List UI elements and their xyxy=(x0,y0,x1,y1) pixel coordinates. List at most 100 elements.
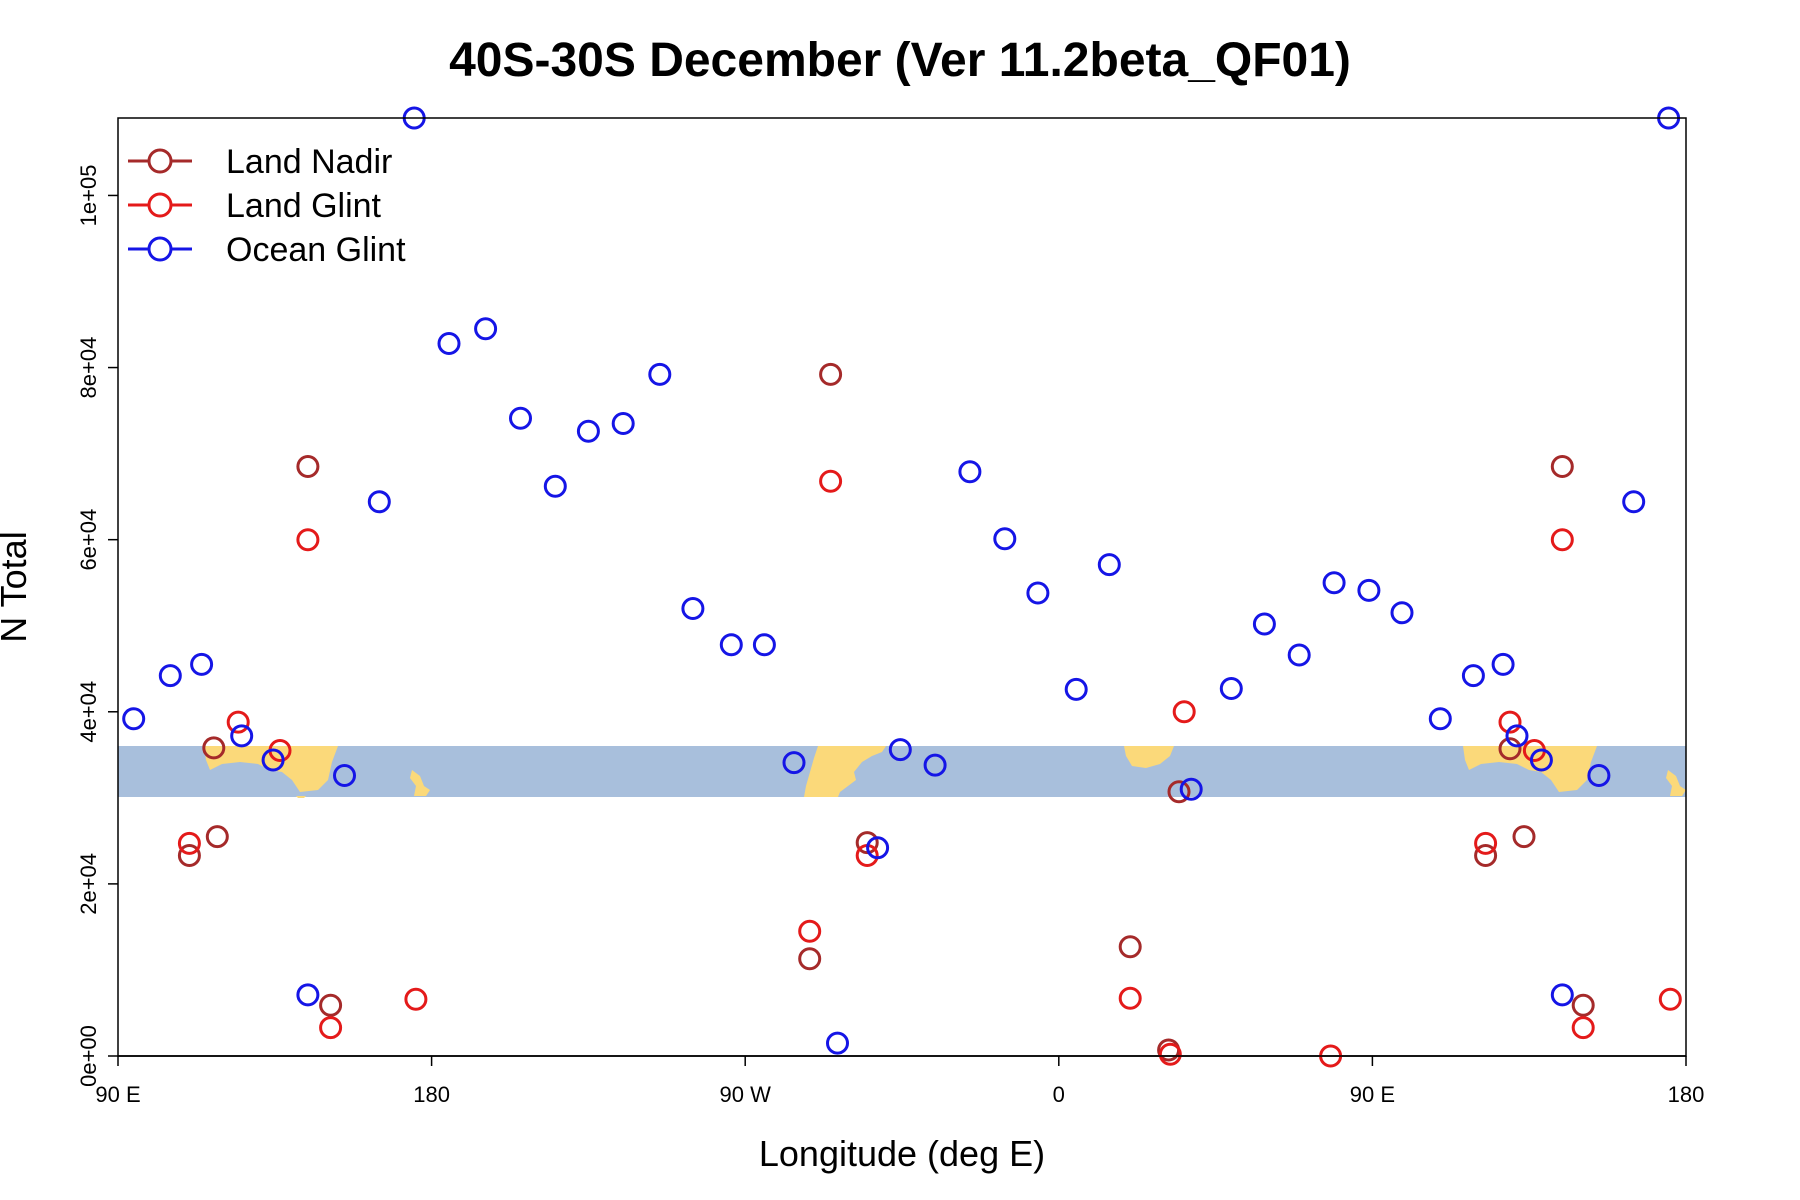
ocean-glint-point xyxy=(719,633,743,657)
land-glint-point xyxy=(177,831,201,855)
ocean-glint-point xyxy=(923,753,947,777)
ocean-glint-point xyxy=(1322,571,1346,595)
land-nadir-point xyxy=(1550,455,1574,478)
map-band xyxy=(118,746,1686,798)
land-nadir-point xyxy=(1167,780,1191,804)
y-tick-label: 4e+04 xyxy=(76,681,101,743)
ocean-glint-point xyxy=(158,664,182,688)
land-glint-point xyxy=(1474,831,1498,855)
ocean-glint-point xyxy=(993,527,1017,551)
x-tick-label: 180 xyxy=(1668,1082,1705,1107)
ocean-glint-point xyxy=(1179,777,1203,801)
land-new-zealand-2 xyxy=(1666,770,1686,796)
ocean-glint-point xyxy=(1097,553,1121,577)
land-nadir-point xyxy=(296,455,320,478)
ocean-glint-point xyxy=(1390,601,1414,625)
ocean-glint-point xyxy=(1505,724,1529,748)
land-australia-2 xyxy=(1463,746,1597,792)
ocean-glint-point xyxy=(888,738,912,762)
land-nadir-point xyxy=(1571,993,1595,1017)
ocean-glint-point xyxy=(611,412,635,435)
y-tick-label: 2e+04 xyxy=(76,853,101,915)
ocean-glint-point xyxy=(437,332,461,355)
ocean-glint-point xyxy=(1529,748,1553,772)
land-nadir-point xyxy=(819,362,843,386)
land-glint-point xyxy=(296,528,320,552)
chart-title: 40S-30S December (Ver 11.2beta_QF01) xyxy=(449,34,1351,87)
ocean-glint-point xyxy=(958,460,982,484)
land-nadir-point xyxy=(202,736,226,760)
ocean-glint-point xyxy=(648,362,672,386)
ocean-glint-point xyxy=(1219,677,1243,700)
land-glint-point xyxy=(404,987,428,1011)
land-glint-point xyxy=(1118,986,1142,1010)
land-glint-point xyxy=(1571,1016,1595,1040)
land-glint-point xyxy=(1658,987,1682,1011)
ocean-glint-point xyxy=(122,707,146,731)
ocean-glint-point xyxy=(1461,664,1485,688)
ocean-glint-point xyxy=(296,983,320,1007)
y-tick-label: 1e+05 xyxy=(76,165,101,227)
land-nadir-point xyxy=(177,844,201,867)
ocean-glint-point xyxy=(1252,612,1276,636)
land-glint-point xyxy=(819,469,843,493)
x-tick-label: 0 xyxy=(1053,1082,1065,1107)
land-tasmania-1 xyxy=(296,796,306,798)
ocean-glint-point xyxy=(333,764,356,787)
legend-marker-ocean-glint xyxy=(147,236,173,262)
ocean-glint-point xyxy=(230,724,254,748)
ocean-glint-point xyxy=(782,751,806,775)
x-tick-label: 180 xyxy=(413,1082,450,1107)
land-nadir-point xyxy=(1512,825,1536,849)
ocean-glint-point xyxy=(190,652,214,676)
ocean-glint-point xyxy=(826,1031,849,1055)
land-nadir-point xyxy=(1498,737,1522,761)
land-south-america xyxy=(804,746,886,797)
land-glint-point xyxy=(1498,710,1522,734)
legend-label-land-nadir: Land Nadir xyxy=(226,143,392,181)
ocean-glint-point xyxy=(752,633,776,657)
ocean-glint-point xyxy=(681,597,705,620)
ocean-glint-point xyxy=(1587,764,1611,787)
x-tick-label: 90 E xyxy=(95,1082,140,1107)
land-nadir-point xyxy=(1474,844,1498,867)
land-nadir-point xyxy=(319,993,343,1017)
land-glint-point xyxy=(1172,700,1196,724)
x-axis-label: Longitude (deg E) xyxy=(759,1133,1045,1174)
ocean-glint-point xyxy=(474,317,498,341)
ocean-glint-point xyxy=(543,474,567,498)
x-tick-label: 90 E xyxy=(1350,1082,1395,1107)
land-glint-point xyxy=(798,919,822,943)
legend-label-ocean-glint: Ocean Glint xyxy=(226,231,406,269)
ocean-glint-point xyxy=(866,836,890,860)
land-africa xyxy=(1124,746,1174,768)
y-tick-label: 0e+00 xyxy=(76,1025,101,1087)
ocean-glint-point xyxy=(367,490,391,514)
ocean-glint-point xyxy=(1550,983,1574,1007)
y-axis: 0e+00 2e+04 4e+04 6e+04 8e+04 1e+05 xyxy=(76,165,118,1087)
land-glint-point xyxy=(1158,1042,1182,1066)
land-glint-point xyxy=(1550,528,1574,552)
legend-marker-land-glint xyxy=(147,192,173,218)
land-nadir-point xyxy=(798,947,822,971)
ocean-glint-point xyxy=(1622,490,1646,514)
y-axis-label: N Total xyxy=(0,531,34,642)
legend: Land Nadir Land Glint Ocean Glint xyxy=(128,143,406,269)
ocean-glint-point xyxy=(1287,643,1311,667)
ocean-glint-point xyxy=(1357,578,1381,602)
legend-marker-land-nadir xyxy=(147,148,173,174)
land-glint-point xyxy=(319,1016,343,1040)
ocean-glint-point xyxy=(576,419,600,443)
ocean-glint-point xyxy=(1064,677,1088,701)
land-new-zealand-1 xyxy=(410,770,430,796)
ocean-strip xyxy=(118,746,1686,797)
land-glint-point xyxy=(226,710,250,734)
x-tick-label: 90 W xyxy=(720,1082,772,1107)
ocean-glint-point xyxy=(1026,581,1050,605)
land-nadir-point xyxy=(205,825,229,849)
y-tick-label: 8e+04 xyxy=(76,337,101,399)
ocean-glint-point xyxy=(509,406,532,430)
plot-frame xyxy=(117,117,1687,1057)
ocean-glint-point xyxy=(1491,652,1515,676)
